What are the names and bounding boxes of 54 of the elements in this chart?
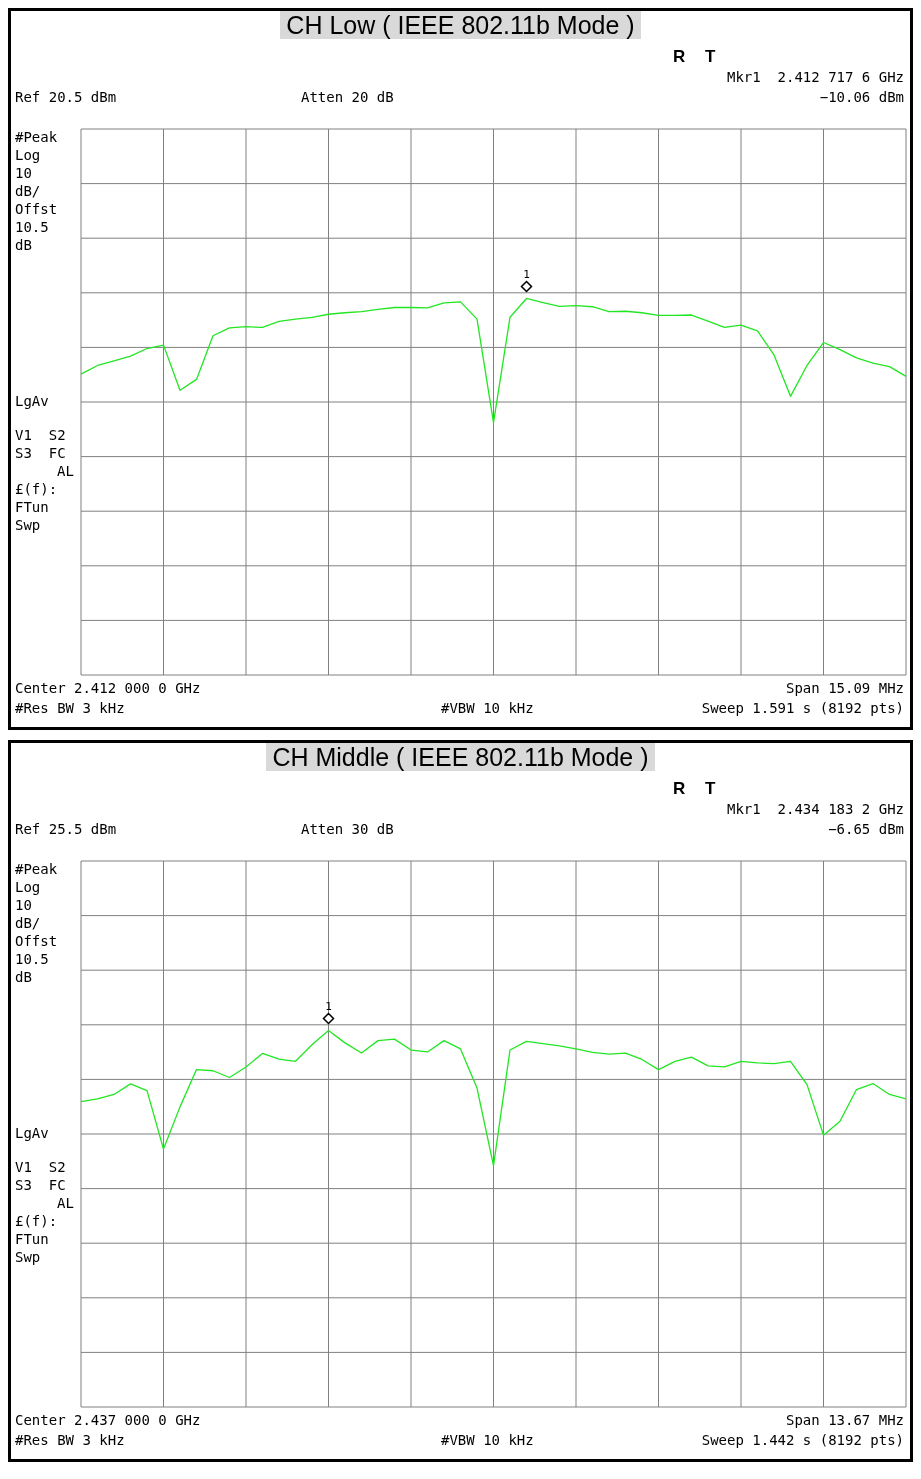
text: #VBW 10 kHz [441, 1432, 534, 1448]
text: S3 FC [15, 1177, 66, 1193]
text: Sweep 1.442 s (8192 pts) [701, 1432, 904, 1448]
text: T [705, 47, 716, 66]
text: Ref 20.5 dBm [15, 89, 117, 105]
text: #VBW 10 kHz [441, 700, 534, 716]
text: dB [15, 969, 32, 985]
text: Log [15, 879, 41, 895]
text: Offst [15, 201, 58, 217]
text: −10.06 dBm [819, 89, 904, 105]
text: dB/ [15, 915, 41, 931]
text: S3 FC [15, 445, 66, 461]
text: Atten 30 dB [301, 821, 394, 837]
text: AL [57, 463, 74, 479]
text: 10.5 [15, 951, 49, 967]
text: AL [57, 1195, 74, 1211]
chart-title: CH Middle ( IEEE 802.11b Mode ) [266, 743, 655, 771]
text: #Peak [15, 861, 58, 877]
text: 10 [15, 897, 32, 913]
text: V1 S2 [15, 427, 66, 443]
text: LgAv [15, 1125, 49, 1141]
text: FTun [15, 1231, 49, 1247]
text: Mkr1 2.412 717 6 GHz [726, 69, 904, 85]
text: Swp [15, 517, 41, 533]
text: 1 [523, 268, 530, 282]
text: 10 [15, 165, 32, 181]
text: FTun [15, 499, 49, 515]
text: Offst [15, 933, 58, 949]
text: Sweep 1.591 s (8192 pts) [701, 700, 904, 716]
text: T [705, 779, 716, 798]
text: Log [15, 147, 41, 163]
text: #Peak [15, 129, 58, 145]
text: dB [15, 237, 32, 253]
text: £(f): [15, 1213, 58, 1229]
text: Atten 20 dB [301, 89, 394, 105]
text: Center 2.437 000 0 GHz [15, 1412, 201, 1428]
text: −6.65 dBm [828, 821, 904, 837]
text: Swp [15, 1249, 41, 1265]
text: #Res BW 3 kHz [15, 1432, 125, 1448]
text: R [673, 47, 686, 66]
text: Center 2.412 000 0 GHz [15, 680, 201, 696]
text: Mkr1 2.434 183 2 GHz [726, 801, 904, 817]
text: Ref 25.5 dBm [15, 821, 117, 837]
text: £(f): [15, 481, 58, 497]
text: LgAv [15, 393, 49, 409]
text: R [673, 779, 686, 798]
text: Span 13.67 MHz [785, 1412, 904, 1428]
chart-title: CH Low ( IEEE 802.11b Mode ) [280, 11, 641, 39]
text: Span 15.09 MHz [785, 680, 904, 696]
text: #Res BW 3 kHz [15, 700, 125, 716]
text: dB/ [15, 183, 41, 199]
text: 1 [325, 1000, 332, 1014]
text: 10.5 [15, 219, 49, 235]
text: V1 S2 [15, 1159, 66, 1175]
